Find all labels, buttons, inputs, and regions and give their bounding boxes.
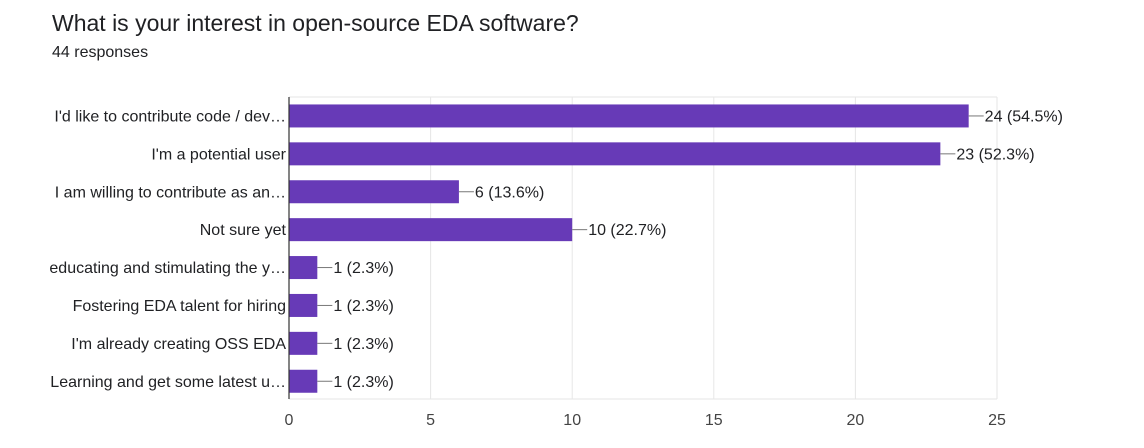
data-label: 24 (54.5%) (985, 108, 1063, 125)
category-label: Learning and get some latest u… (50, 374, 286, 391)
data-label: 6 (13.6%) (475, 184, 544, 201)
gridlines (288, 96, 998, 400)
x-tick-label: 25 (988, 412, 1006, 429)
category-label: I'm already creating OSS EDA (71, 336, 286, 353)
bar-2[interactable] (289, 180, 459, 204)
data-label: 23 (52.3%) (956, 146, 1034, 163)
data-label: 10 (22.7%) (588, 222, 666, 239)
category-label: Fostering EDA talent for hiring (73, 298, 286, 315)
bar-7[interactable] (289, 369, 318, 393)
x-tick-label: 10 (563, 412, 581, 429)
bar-1[interactable] (289, 142, 941, 166)
response-count: 44 responses (52, 44, 149, 61)
labels: 0 5 10 15 20 25 I'd like to contribute code / … (49, 108, 1063, 429)
x-tick-label: 15 (705, 412, 723, 429)
category-label: educating and stimulating the y… (49, 260, 286, 277)
category-label: I'd like to contribute code / dev… (54, 108, 286, 125)
x-tick-label: 0 (285, 412, 294, 429)
x-tick-label: 20 (847, 412, 865, 429)
bar-3[interactable] (289, 218, 573, 242)
data-label: 1 (2.3%) (333, 260, 393, 277)
category-label: Not sure yet (200, 222, 287, 239)
bars (289, 104, 969, 393)
category-label: I am willing to contribute as an… (55, 184, 286, 201)
bar-4[interactable] (289, 256, 318, 280)
x-tick-label: 5 (426, 412, 435, 429)
data-label: 1 (2.3%) (333, 336, 393, 353)
data-label: 1 (2.3%) (333, 298, 393, 315)
chart-title: What is your interest in open-source EDA… (52, 10, 579, 36)
category-label: I'm a potential user (151, 146, 286, 163)
data-label: 1 (2.3%) (333, 374, 393, 391)
bar-0[interactable] (289, 104, 969, 128)
bar-5[interactable] (289, 293, 318, 317)
bar-6[interactable] (289, 331, 318, 355)
